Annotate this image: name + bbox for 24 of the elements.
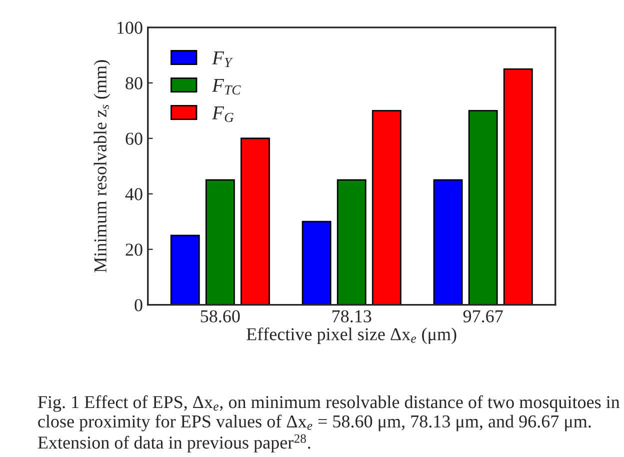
text: Fig. 1 Effect of EPS, Δx$_{e}$, on minimum resolvable distance of two mosquitoes in close proximity for EPS values of Δx$_{e}$ = 58.60 μm, 78.13 μm, and 96.67 μm. Extension of data in previous paper$^{28}$. [38,395,620,452]
legend-label: F$_{G}$ [212,106,234,122]
bar [336,179,366,305]
x-tick-label: 78.13 [332,310,372,322]
y-tick-label: 100 [118,22,142,34]
bar [372,110,402,305]
y-tick-label: 60 [126,132,142,145]
x-axis-title: Effective pixel size Δx$_{e}$ (μm) [246,327,456,344]
y-tick-label: 0 [134,299,142,312]
legend-label: F$_{Y}$ [212,52,233,67]
x-tick-label: 97.67 [463,310,503,322]
bar [433,179,463,305]
bar [170,234,200,305]
y-tick-label: 20 [126,244,142,256]
y-tick-label: 80 [126,77,142,90]
bar [468,110,498,305]
bar [205,179,235,305]
bar [503,68,533,305]
bar [240,138,270,305]
legend-label: F$_{TC}$ [212,79,241,95]
bar [302,220,332,305]
x-tick-label: 58.60 [200,310,240,322]
y-tick-label: 40 [125,188,142,200]
y-axis-title: Minimum resolvable z$_{s}$ (mm) [94,60,110,272]
